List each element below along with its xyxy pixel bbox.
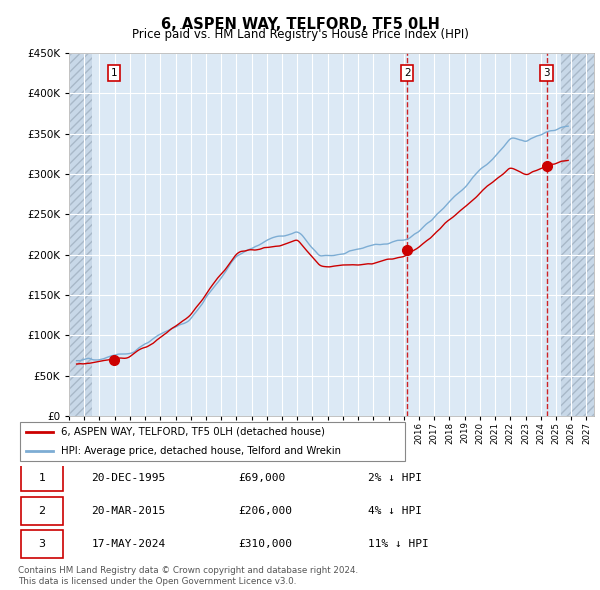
FancyBboxPatch shape [21,497,63,525]
Text: 20-MAR-2015: 20-MAR-2015 [91,506,166,516]
Text: 4% ↓ HPI: 4% ↓ HPI [368,506,422,516]
Text: 2: 2 [404,68,410,78]
Text: Price paid vs. HM Land Registry's House Price Index (HPI): Price paid vs. HM Land Registry's House … [131,28,469,41]
Text: 17-MAY-2024: 17-MAY-2024 [91,539,166,549]
Text: HPI: Average price, detached house, Telford and Wrekin: HPI: Average price, detached house, Telf… [61,446,341,456]
FancyBboxPatch shape [21,464,63,491]
FancyBboxPatch shape [21,530,63,558]
Text: 2: 2 [38,506,46,516]
Bar [560,53,594,416]
Text: Contains HM Land Registry data © Crown copyright and database right 2024.
This d: Contains HM Land Registry data © Crown c… [18,566,358,586]
Text: 6, ASPEN WAY, TELFORD, TF5 0LH (detached house): 6, ASPEN WAY, TELFORD, TF5 0LH (detached… [61,427,325,437]
FancyBboxPatch shape [20,422,405,461]
Text: 20-DEC-1995: 20-DEC-1995 [91,473,166,483]
Text: 1: 1 [38,473,46,483]
Text: 6, ASPEN WAY, TELFORD, TF5 0LH: 6, ASPEN WAY, TELFORD, TF5 0LH [161,17,439,31]
Text: 3: 3 [543,68,550,78]
Bar [69,53,92,416]
Text: £310,000: £310,000 [238,539,292,549]
Text: 11% ↓ HPI: 11% ↓ HPI [368,539,428,549]
Text: 1: 1 [111,68,118,78]
Text: £69,000: £69,000 [238,473,285,483]
Text: £206,000: £206,000 [238,506,292,516]
Text: 2% ↓ HPI: 2% ↓ HPI [368,473,422,483]
Text: 3: 3 [38,539,46,549]
